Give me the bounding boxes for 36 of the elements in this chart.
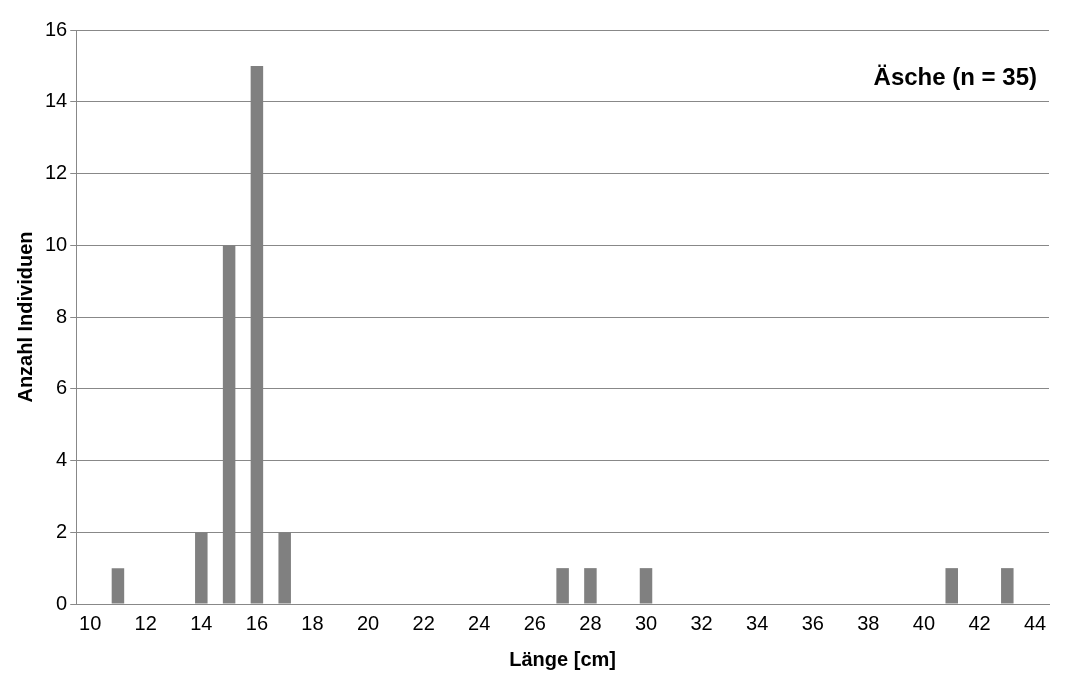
x-tick-label: 10 bbox=[79, 611, 102, 634]
x-tick-label: 36 bbox=[801, 611, 824, 634]
x-tick-label: 16 bbox=[245, 611, 269, 634]
x-tick-label: 34 bbox=[746, 611, 769, 634]
x-tick-label: 20 bbox=[356, 611, 380, 634]
y-tick-label: 12 bbox=[45, 161, 68, 184]
x-tick-label: 14 bbox=[190, 611, 213, 634]
x-tick-label: 22 bbox=[412, 611, 435, 634]
y-tick-label: 16 bbox=[45, 17, 68, 40]
y-tick-label: 14 bbox=[45, 89, 68, 112]
bar bbox=[556, 568, 569, 604]
x-tick-label: 12 bbox=[134, 611, 157, 634]
x-tick-label: 44 bbox=[1023, 611, 1047, 634]
y-tick-label: 2 bbox=[56, 519, 68, 542]
x-tick-label: 28 bbox=[579, 611, 602, 634]
bar bbox=[639, 568, 653, 604]
bar bbox=[945, 568, 958, 604]
y-tick-label: 4 bbox=[56, 448, 68, 471]
text: Äsche (n = 35) bbox=[873, 62, 1037, 90]
bar bbox=[1001, 568, 1014, 604]
y-tick-label: 0 bbox=[56, 591, 68, 614]
y-tick-label: 8 bbox=[56, 304, 68, 327]
bar bbox=[111, 568, 125, 604]
x-tick-label: 30 bbox=[634, 611, 658, 634]
y-tick-label: 10 bbox=[45, 232, 68, 255]
x-axis-title: Länge [cm] bbox=[509, 647, 616, 670]
x-tick-label: 24 bbox=[468, 611, 491, 634]
y-axis-title: Anzahl Individuen bbox=[13, 231, 36, 403]
x-tick-label: 26 bbox=[523, 611, 546, 634]
x-tick-label: 18 bbox=[301, 611, 324, 634]
bar bbox=[584, 568, 597, 604]
x-tick-label: 40 bbox=[912, 611, 936, 634]
y-tick-label: 6 bbox=[56, 376, 68, 399]
x-tick-label: 42 bbox=[968, 611, 991, 634]
x-tick-label: 38 bbox=[857, 611, 880, 634]
x-tick-label: 32 bbox=[690, 611, 713, 634]
